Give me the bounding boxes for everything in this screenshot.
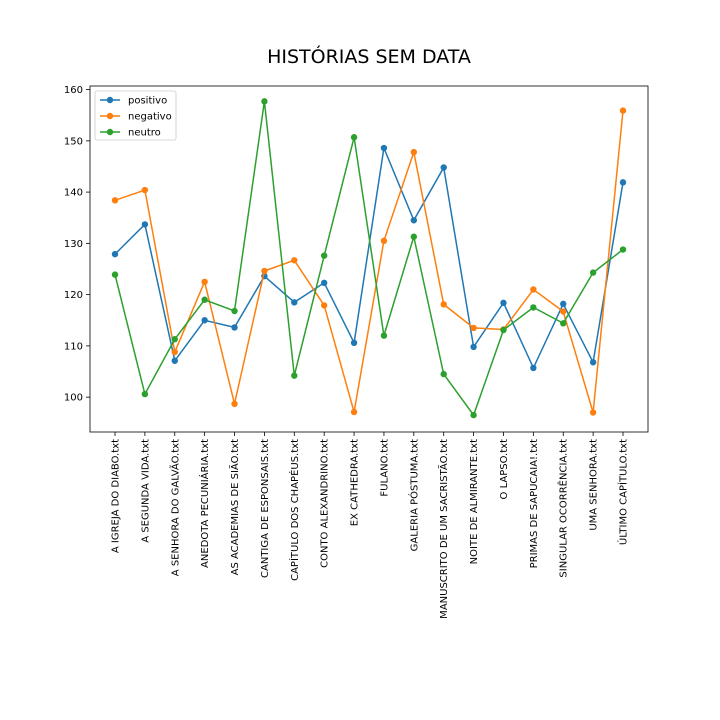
data-point-negativo — [440, 301, 447, 308]
data-point-negativo — [410, 148, 418, 156]
x-tick-label: CANTIGA DE ESPONSAIS.txt — [260, 439, 271, 578]
data-point-positivo — [231, 324, 238, 331]
data-point-positivo — [350, 339, 358, 347]
data-point-negativo — [201, 278, 208, 286]
legend-label-neutro: neutro — [128, 128, 161, 139]
data-point-negativo — [231, 400, 238, 408]
y-tick-label: 140 — [64, 188, 83, 199]
series-line-negativo — [114, 110, 624, 413]
data-point-positivo — [291, 299, 298, 306]
data-point-positivo — [470, 343, 477, 351]
x-tick-label: EX CATHEDRA.txt — [350, 439, 361, 526]
x-tick-label: SINGULAR OCORRÊNCIA.txt — [557, 439, 570, 578]
series-positivo — [111, 144, 627, 372]
data-point-neutro — [380, 332, 388, 339]
data-point-negativo — [261, 267, 268, 275]
x-tick-label: ÚLTIMO CAPÍTULO.txt — [617, 439, 630, 545]
y-tick-label: 110 — [64, 341, 83, 352]
data-point-neutro — [410, 233, 418, 240]
plot-frame — [89, 85, 649, 433]
chart-title: HISTÓRIAS SEM DATA — [267, 44, 471, 68]
data-point-positivo — [201, 317, 208, 324]
x-tick-label: A SEGUNDA VIDA.txt — [140, 439, 151, 543]
data-point-negativo — [141, 186, 149, 194]
x-tick-label: O LAPSO.txt — [499, 439, 510, 500]
data-point-positivo — [111, 250, 119, 258]
data-point-neutro — [560, 320, 567, 327]
y-tick-label: 120 — [64, 290, 83, 301]
data-point-positivo — [589, 359, 597, 366]
x-tick-label: ANEDOTA PECUNIÁRIA.txt — [198, 439, 211, 568]
data-point-negativo — [291, 257, 298, 264]
x-tick-label: A IGREJA DO DIABO.txt — [111, 439, 122, 553]
legend-box — [94, 90, 177, 141]
legend-marker-positivo — [106, 96, 114, 104]
data-point-positivo — [530, 364, 537, 372]
data-point-positivo — [380, 144, 388, 152]
x-tick-label: PRIMAS DE SAPUCAIA!.txt — [529, 439, 540, 568]
data-point-negativo — [111, 197, 119, 204]
data-point-negativo — [470, 324, 477, 332]
x-tick-label: CONTO ALEXANDRINO.txt — [320, 439, 331, 568]
data-point-neutro — [589, 269, 597, 276]
data-point-positivo — [171, 357, 178, 364]
y-tick-label: 100 — [64, 393, 83, 404]
data-point-negativo — [320, 302, 328, 309]
data-point-positivo — [619, 179, 627, 186]
data-point-negativo — [171, 348, 178, 356]
data-point-neutro — [171, 336, 178, 343]
data-point-negativo — [350, 408, 358, 416]
data-point-neutro — [530, 304, 537, 311]
y-tick-label: 160 — [64, 85, 83, 96]
x-axis: A IGREJA DO DIABO.txt A SEGUNDA VIDA.txt A… — [111, 432, 630, 619]
data-point-neutro — [141, 390, 149, 398]
data-point-neutro — [440, 370, 447, 378]
data-point-negativo — [619, 107, 627, 114]
data-point-negativo — [560, 308, 567, 315]
data-point-neutro — [350, 134, 358, 141]
series-line-neutro — [114, 101, 624, 417]
series-line-positivo — [114, 145, 624, 370]
data-point-negativo — [589, 409, 597, 416]
data-point-negativo — [530, 286, 537, 293]
x-tick-label: MANUSCRITO DE UM SACRISTÃO.txt — [437, 439, 450, 619]
series-layer — [111, 98, 627, 419]
x-tick-label: FULANO.txt — [379, 439, 390, 497]
data-point-neutro — [201, 296, 208, 303]
y-tick-label: 130 — [64, 239, 83, 250]
y-axis: 100 110 120 130 140 150 160 — [64, 85, 90, 404]
data-point-neutro — [500, 326, 507, 334]
legend-marker-negativo — [106, 112, 114, 120]
x-tick-label: A SENHORA DO GALVÃO.txt — [168, 439, 181, 576]
x-tick-label: AS ACADEMIAS DE SIÃO.txt — [228, 439, 241, 575]
data-point-positivo — [141, 221, 149, 228]
x-tick-label: UMA SENHORA.txt — [589, 439, 600, 531]
series-neutro — [111, 98, 627, 419]
data-point-neutro — [619, 246, 627, 253]
data-point-positivo — [320, 279, 328, 287]
x-tick-label: CAPÍTULO DOS CHAPÉUS.txt — [288, 439, 301, 581]
legend: positivo negativo neutro — [94, 90, 177, 141]
data-point-positivo — [500, 299, 507, 307]
data-point-neutro — [291, 372, 298, 379]
legend-marker-neutro — [106, 128, 114, 136]
data-point-neutro — [111, 271, 119, 278]
legend-label-negativo: negativo — [128, 112, 172, 123]
data-point-neutro — [231, 307, 238, 315]
data-point-negativo — [380, 237, 388, 245]
legend-label-positivo: positivo — [128, 96, 167, 107]
y-tick-label: 150 — [64, 136, 83, 147]
x-tick-label: GALERIA PÓSTUMA.txt — [407, 439, 420, 551]
data-point-neutro — [261, 98, 268, 105]
data-point-positivo — [410, 217, 418, 224]
x-tick-label: NOITE DE ALMIRANTE.txt — [469, 439, 480, 564]
data-point-neutro — [470, 411, 477, 419]
data-point-positivo — [440, 164, 447, 171]
data-point-neutro — [320, 252, 328, 259]
data-point-positivo — [560, 300, 567, 308]
